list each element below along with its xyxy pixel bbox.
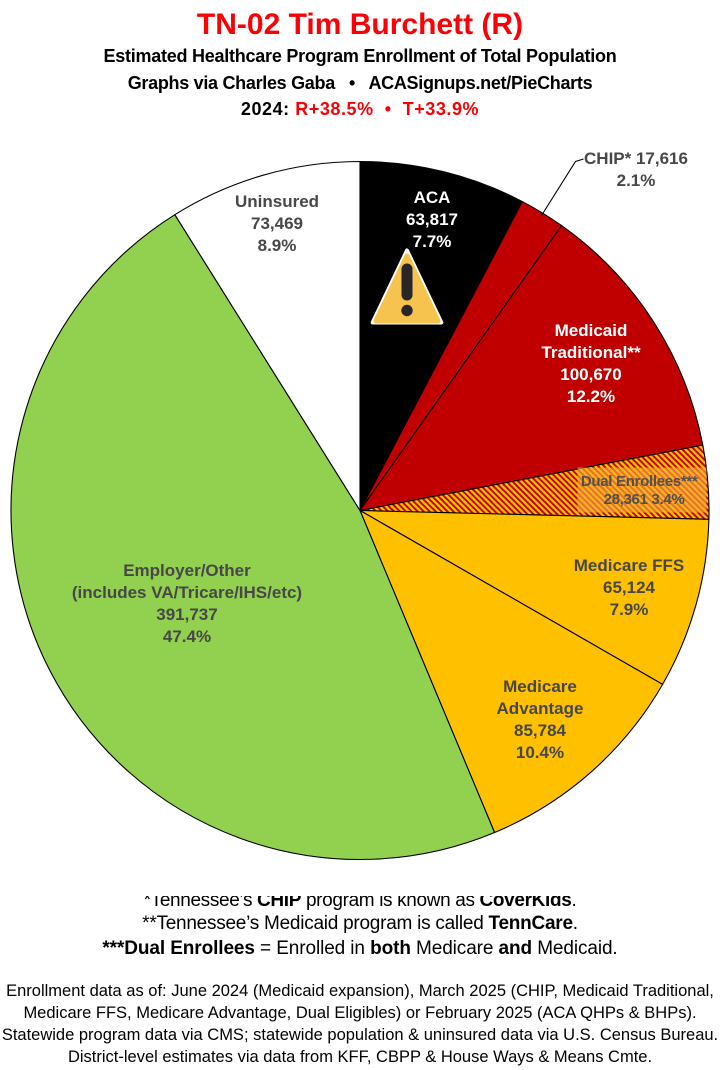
svg-text:Uninsured: Uninsured: [235, 192, 319, 211]
svg-text:Dual Enrollees***: Dual Enrollees***: [581, 473, 698, 490]
svg-text:12.2%: 12.2%: [567, 387, 615, 406]
svg-text:CHIP* 17,616: CHIP* 17,616: [584, 149, 688, 168]
svg-text:85,784: 85,784: [514, 721, 567, 740]
svg-text:2.1%: 2.1%: [617, 171, 656, 190]
svg-text:Employer/Other: Employer/Other: [123, 561, 251, 580]
svg-text:Medicare FFS: Medicare FFS: [574, 556, 685, 575]
svg-text:7.9%: 7.9%: [610, 600, 649, 619]
svg-text:28,361 3.4%: 28,361 3.4%: [604, 491, 685, 508]
svg-text:100,670: 100,670: [560, 365, 621, 384]
svg-text:391,737: 391,737: [156, 605, 217, 624]
svg-text:Medicaid: Medicaid: [555, 321, 628, 340]
svg-text:8.9%: 8.9%: [258, 236, 297, 255]
svg-text:47.4%: 47.4%: [163, 627, 211, 646]
svg-text:(includes VA/Tricare/IHS/etc): (includes VA/Tricare/IHS/etc): [72, 583, 302, 602]
svg-text:ACA: ACA: [414, 188, 451, 207]
svg-text:Advantage: Advantage: [497, 699, 584, 718]
svg-text:7.7%: 7.7%: [413, 232, 452, 251]
svg-text:63,817: 63,817: [406, 210, 458, 229]
svg-text:Traditional**: Traditional**: [541, 343, 641, 362]
svg-text:73,469: 73,469: [251, 214, 303, 233]
svg-text:65,124: 65,124: [603, 578, 656, 597]
svg-text:10.4%: 10.4%: [516, 743, 564, 762]
svg-text:Medicare: Medicare: [503, 677, 577, 696]
